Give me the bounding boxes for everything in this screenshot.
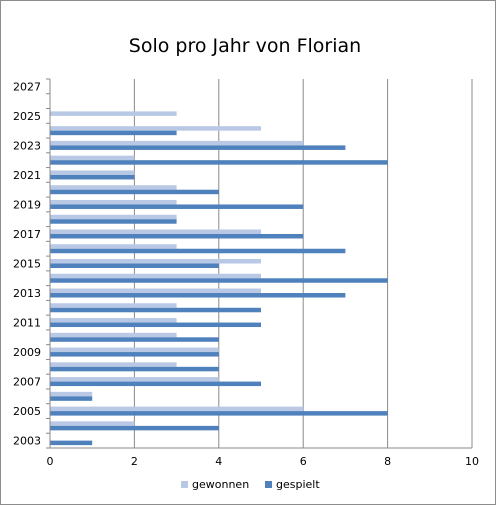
- legend-label-gewonnen: gewonnen: [192, 478, 249, 491]
- bar-gespielt-2021: [50, 174, 135, 180]
- bar-gespielt-2024: [50, 130, 177, 136]
- bar-gespielt-2004: [50, 425, 219, 431]
- bar-gewonnen-2017: [50, 229, 261, 234]
- bar-gewonnen-2016: [50, 244, 177, 249]
- bar-gespielt-2006: [50, 396, 93, 401]
- bar-gewonnen-2007: [50, 377, 219, 382]
- y-tick-label: 2005: [13, 405, 41, 418]
- bar-gewonnen-2024: [50, 126, 261, 131]
- bar-gespielt-2023: [50, 145, 346, 150]
- legend[interactable]: gewonnen gespielt: [181, 478, 320, 491]
- y-tick-label: 2027: [13, 80, 41, 93]
- y-tick-label: 2017: [13, 228, 41, 241]
- bar-gewonnen-2004: [50, 421, 135, 426]
- bar-gewonnen-2010: [50, 332, 177, 338]
- bar-gewonnen-2006: [50, 391, 93, 397]
- bar-gespielt-2010: [50, 337, 219, 342]
- bar-gewonnen-2020: [50, 185, 177, 190]
- x-tick-label: 2: [131, 455, 138, 468]
- bar-gespielt-2013: [50, 293, 346, 298]
- bar-gewonnen-2021: [50, 170, 135, 175]
- y-tick-label: 2019: [13, 198, 41, 211]
- bar-gewonnen-2013: [50, 288, 261, 294]
- bar-gewonnen-2019: [50, 199, 177, 205]
- gridlines: [133, 79, 473, 448]
- bar-gespielt-2022: [50, 160, 388, 165]
- bar-gewonnen-2015: [50, 259, 261, 264]
- y-tick-label: 2003: [13, 435, 41, 448]
- bar-gespielt-2003: [50, 440, 93, 446]
- axes: [46, 78, 472, 449]
- bar-gespielt-2011: [50, 322, 261, 328]
- bar-gespielt-2014: [50, 278, 388, 283]
- x-tick-label: 0: [47, 455, 54, 468]
- bar-gespielt-2005: [50, 411, 388, 416]
- bar-gewonnen-2023: [50, 140, 304, 146]
- y-tick-label: 2015: [13, 258, 41, 271]
- legend-swatch-gespielt: [265, 481, 272, 488]
- bar-gespielt-2012: [50, 307, 261, 313]
- bar-gespielt-2015: [50, 263, 219, 268]
- bar-gewonnen-2014: [50, 273, 261, 279]
- x-tick-label: 8: [384, 455, 391, 468]
- bar-gespielt-2020: [50, 189, 219, 195]
- bar-gewonnen-2009: [50, 347, 219, 353]
- bar-gespielt-2009: [50, 352, 219, 357]
- y-tick-label: 2023: [13, 139, 41, 152]
- bar-gespielt-2008: [50, 366, 219, 372]
- y-tick-label: 2021: [13, 169, 41, 182]
- bar-gewonnen-2008: [50, 362, 177, 367]
- x-tick-label: 10: [465, 455, 479, 468]
- y-tick-label: 2011: [13, 317, 41, 330]
- bar-gespielt-2007: [50, 381, 261, 387]
- x-tick-label: 4: [215, 455, 222, 468]
- bar-gewonnen-2022: [50, 155, 135, 161]
- bar-gespielt-2016: [50, 248, 346, 254]
- tick-labels: 0 2 4 6 8 10 2003 2005 2007 2009 2011 2013 2015 2017 2…: [13, 80, 479, 468]
- bar-gespielt-2019: [50, 204, 304, 209]
- bar-gewonnen-2005: [50, 406, 304, 412]
- bars: [50, 111, 388, 446]
- legend-label-gespielt: gespielt: [276, 478, 320, 491]
- bar-gespielt-2018: [50, 219, 177, 224]
- legend-swatch-gewonnen: [181, 481, 188, 488]
- y-tick-label: 2013: [13, 287, 41, 300]
- bar-gewonnen-2025: [50, 111, 177, 116]
- y-tick-label: 2009: [13, 346, 41, 359]
- bar-gewonnen-2012: [50, 303, 177, 308]
- bar-gespielt-2017: [50, 233, 304, 239]
- y-tick-label: 2007: [13, 376, 41, 389]
- bar-gewonnen-2018: [50, 214, 177, 220]
- x-tick-label: 6: [300, 455, 307, 468]
- bar-gewonnen-2011: [50, 318, 177, 323]
- chart-title: Solo pro Jahr von Florian: [129, 35, 361, 57]
- y-tick-label: 2025: [13, 110, 41, 123]
